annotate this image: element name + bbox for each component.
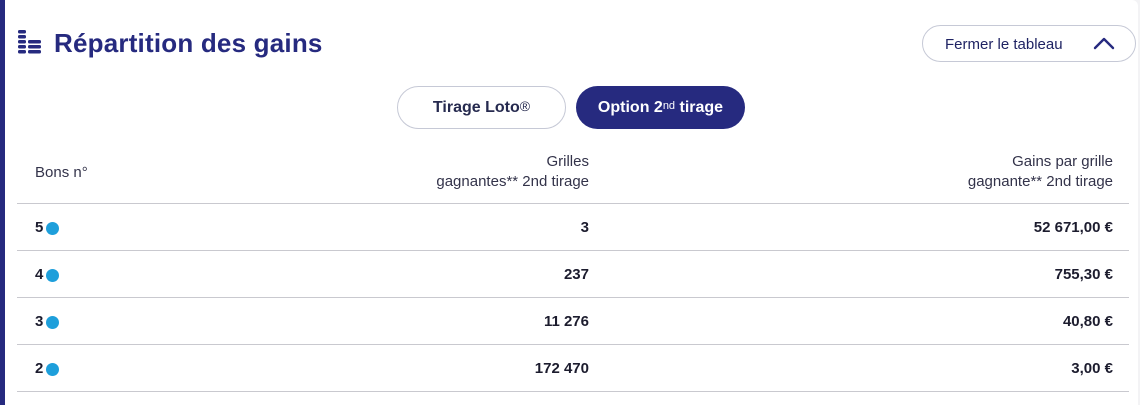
bons-cell: 2 [35,360,60,377]
table-row: 2 172 470 3,00 € [17,345,1129,392]
tab-option-sup: nd [662,99,676,112]
grilles-cell: 237 [563,266,589,283]
bons-cell: 4 [35,266,60,283]
header-grilles: Grilles gagnantes** 2nd tirage [436,152,589,192]
gains-cell: 52 671,00 € [1033,219,1113,236]
ball-icon [46,362,60,376]
table-row: 4 237 755,30 € [17,251,1129,298]
tab-option-label-a: Option 2 [597,98,663,116]
registered-mark: ® [519,97,531,114]
bons-count: 3 [35,313,44,330]
bons-count: 5 [35,219,44,236]
page-title: Répartition des gains [54,28,323,58]
header-grilles-line1: Grilles [546,153,589,170]
tab-tirage-loto[interactable]: Tirage Loto ® [397,86,566,129]
bons-cell: 3 [35,313,60,330]
gains-cell: 40,80 € [1062,313,1113,330]
gains-cell: 755,30 € [1054,266,1113,283]
card-header: Répartition des gains Fermer le tableau [17,24,1138,68]
close-table-label: Fermer le tableau [945,36,1063,53]
gains-table: Bons n° Grilles gagnantes** 2nd tirage G… [17,150,1129,392]
ball-icon [46,268,60,282]
table-row: 3 11 276 40,80 € [17,298,1129,345]
bons-cell: 5 [35,219,60,236]
chevron-up-icon [1093,37,1115,50]
grilles-cell: 172 470 [534,360,589,377]
header-grilles-line2: gagnantes** 2nd tirage [436,173,589,190]
tab-tirage-loto-label: Tirage Loto [432,98,520,116]
table-header: Bons n° Grilles gagnantes** 2nd tirage G… [17,150,1129,204]
bons-count: 2 [35,360,44,377]
ball-icon [46,315,60,329]
header-gains: Gains par grille gagnante** 2nd tirage [968,152,1113,192]
grilles-cell: 3 [580,219,589,236]
ball-icon [46,221,60,235]
header-gains-line1: Gains par grille [1012,153,1113,170]
header-bons: Bons n° [35,164,88,181]
grilles-cell: 11 276 [543,313,589,330]
bons-count: 4 [35,266,44,283]
coins-icon [18,30,41,54]
close-table-button[interactable]: Fermer le tableau [922,25,1136,62]
header-gains-line2: gagnante** 2nd tirage [967,173,1113,190]
table-row: 5 3 52 671,00 € [17,204,1129,251]
tab-option-label-b: tirage [675,98,724,116]
gains-cell: 3,00 € [1071,360,1113,377]
